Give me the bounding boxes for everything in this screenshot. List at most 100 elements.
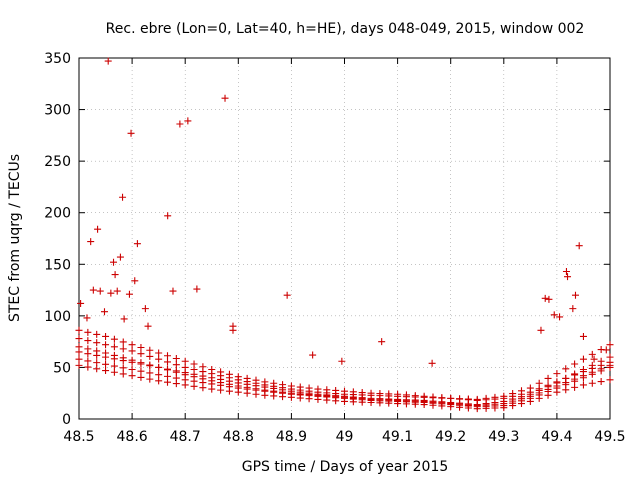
data-point <box>146 361 154 369</box>
data-point <box>208 365 216 373</box>
data-point <box>102 367 110 375</box>
data-point <box>137 359 145 367</box>
data-point <box>270 387 278 395</box>
outlier-point <box>338 357 346 365</box>
data-point <box>93 365 101 373</box>
data-point <box>588 350 596 358</box>
x-tick-label: 48.7 <box>170 429 201 445</box>
data-point <box>367 389 375 397</box>
data-point <box>155 371 163 379</box>
data-point <box>181 357 189 365</box>
data-point <box>597 365 605 373</box>
data-point <box>411 397 419 405</box>
outlier-point <box>193 285 201 293</box>
data-point <box>102 349 110 357</box>
outlier-point <box>556 313 564 321</box>
y-tick-label: 0 <box>62 412 71 428</box>
data-point <box>93 359 101 367</box>
data-point <box>597 378 605 386</box>
data-point <box>93 339 101 347</box>
outlier-point <box>221 94 229 102</box>
data-point <box>119 370 127 378</box>
data-point <box>482 401 490 409</box>
outlier-point <box>590 355 598 363</box>
outlier-point <box>120 315 128 323</box>
outlier-point <box>164 212 172 220</box>
data-point <box>172 354 180 362</box>
data-point <box>535 389 543 397</box>
data-point <box>225 380 233 388</box>
data-point <box>588 368 596 376</box>
data-point <box>172 361 180 369</box>
data-point <box>119 338 127 346</box>
data-point <box>305 384 313 392</box>
x-tick-label: 48.6 <box>117 429 148 445</box>
data-point <box>75 326 83 334</box>
y-tick-label: 250 <box>44 154 71 170</box>
data-point <box>464 401 472 409</box>
outlier-point <box>575 242 583 250</box>
data-point <box>544 391 552 399</box>
data-point <box>208 377 216 385</box>
data-point <box>296 390 304 398</box>
data-point <box>323 386 331 394</box>
outlier-point <box>100 308 108 316</box>
data-point <box>553 370 561 378</box>
outlier-point <box>602 346 610 354</box>
data-point <box>349 388 357 396</box>
data-point <box>172 368 180 376</box>
data-point <box>146 369 154 377</box>
data-point <box>128 347 136 355</box>
data-point <box>137 373 145 381</box>
data-point <box>119 345 127 353</box>
outlier-point <box>131 277 139 285</box>
data-point <box>243 389 251 397</box>
y-tick-label: 200 <box>44 206 71 222</box>
data-point <box>279 388 287 396</box>
data-point <box>553 388 561 396</box>
outlier-point <box>89 286 97 294</box>
outlier-point <box>87 238 95 246</box>
data-point <box>119 364 127 372</box>
data-point <box>287 389 295 397</box>
data-point <box>402 391 410 399</box>
data-point <box>491 400 499 408</box>
data-point <box>473 402 481 410</box>
data-point <box>217 386 225 394</box>
data-point <box>128 365 136 373</box>
outlier-point <box>428 359 436 367</box>
outlier-point <box>169 287 177 295</box>
data-point <box>261 386 269 394</box>
y-axis-label: STEC from uqrg / TECUs <box>7 154 23 322</box>
outlier-point <box>133 240 141 248</box>
data-point <box>341 393 348 401</box>
data-point <box>102 360 110 368</box>
data-point <box>579 372 587 380</box>
outlier-point <box>541 294 549 302</box>
data-point <box>358 389 366 397</box>
data-point <box>234 373 242 381</box>
data-point <box>279 381 287 389</box>
outlier-point <box>184 117 192 125</box>
data-point <box>172 380 180 388</box>
outlier-point <box>569 305 577 313</box>
outlier-point <box>111 271 119 279</box>
data-point <box>509 397 517 405</box>
data-point <box>110 362 118 370</box>
data-point <box>234 382 242 390</box>
data-point <box>84 337 92 345</box>
data-point <box>75 343 83 351</box>
data-point <box>402 397 410 405</box>
data-point <box>518 395 525 403</box>
data-point <box>562 379 570 387</box>
x-tick-label: 49.3 <box>488 429 519 445</box>
data-point <box>606 361 614 369</box>
outlier-point <box>127 129 135 137</box>
data-point <box>562 386 570 394</box>
data-point <box>225 387 233 395</box>
data-point <box>544 385 552 393</box>
data-point <box>190 373 198 381</box>
data-point <box>217 379 225 387</box>
data-point <box>199 375 207 383</box>
